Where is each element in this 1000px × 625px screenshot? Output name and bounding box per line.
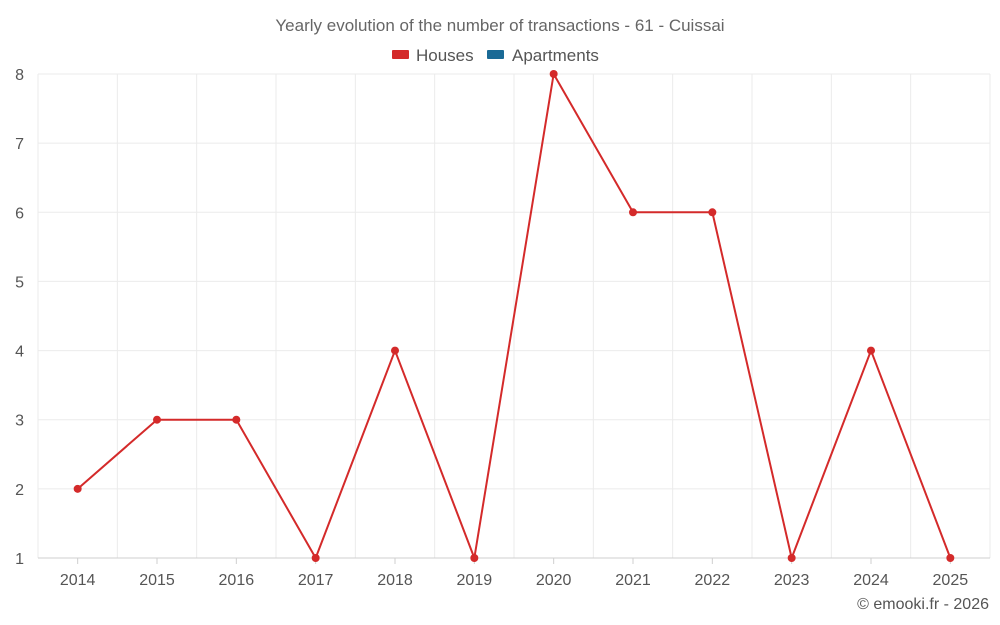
data-point-houses-2022[interactable]	[708, 208, 717, 217]
x-tick-label: 2019	[457, 572, 493, 589]
data-point-houses-2015[interactable]	[153, 415, 161, 424]
x-tick-label: 2018	[377, 572, 413, 589]
x-tick-label: 2020	[536, 572, 572, 589]
legend-swatch-houses	[392, 50, 409, 59]
y-tick-label: 6	[15, 205, 24, 222]
data-point-houses-2023[interactable]	[787, 554, 796, 562]
data-point-houses-2018[interactable]	[391, 346, 399, 355]
data-point-houses-2019[interactable]	[470, 554, 479, 562]
legend-item-houses[interactable]: Houses	[392, 46, 474, 65]
x-tick-label: 2021	[615, 572, 651, 589]
x-tick-label: 2023	[774, 572, 810, 589]
credit-text: © emooki.fr - 2026	[857, 596, 989, 613]
x-tick-label: 2016	[219, 572, 255, 589]
x-tick-label: 2024	[853, 572, 889, 589]
legend-swatch-apartments	[487, 50, 504, 59]
data-point-houses-2016[interactable]	[232, 415, 241, 424]
legend-label-houses: Houses	[416, 46, 474, 65]
legend-label-apartments: Apartments	[512, 46, 599, 65]
y-tick-label: 4	[15, 344, 24, 361]
x-tick-label: 2015	[139, 572, 175, 589]
legend: Houses Apartments	[392, 46, 599, 65]
chart-title: Yearly evolution of the number of transa…	[275, 16, 724, 35]
series-houses	[73, 70, 955, 562]
data-point-houses-2020[interactable]	[549, 70, 558, 78]
x-tick-label: 2017	[298, 572, 334, 589]
x-tick-label: 2014	[60, 572, 96, 589]
data-point-houses-2024[interactable]	[867, 346, 875, 355]
y-tick-label: 8	[15, 67, 24, 84]
data-point-houses-2025[interactable]	[946, 554, 955, 562]
y-tick-label: 2	[15, 482, 24, 499]
y-tick-label: 3	[15, 413, 24, 430]
legend-item-apartments[interactable]: Apartments	[487, 46, 599, 65]
y-axis-ticks: 1 2 3 4 5 6 7 8	[15, 67, 24, 568]
y-tick-label: 7	[15, 136, 24, 153]
y-tick-label: 1	[15, 551, 24, 568]
x-tick-label: 2025	[933, 572, 969, 589]
y-tick-label: 5	[15, 274, 24, 291]
series	[73, 70, 955, 562]
series-line-houses	[77, 73, 952, 559]
x-tick-label: 2022	[695, 572, 731, 589]
data-point-houses-2017[interactable]	[311, 554, 320, 562]
data-point-houses-2014[interactable]	[73, 484, 82, 493]
x-axis-ticks: 2014 2015 2016 2017 2018 2019 2020 2021 2022 2023…	[60, 558, 968, 589]
data-point-houses-2021[interactable]	[629, 208, 637, 217]
